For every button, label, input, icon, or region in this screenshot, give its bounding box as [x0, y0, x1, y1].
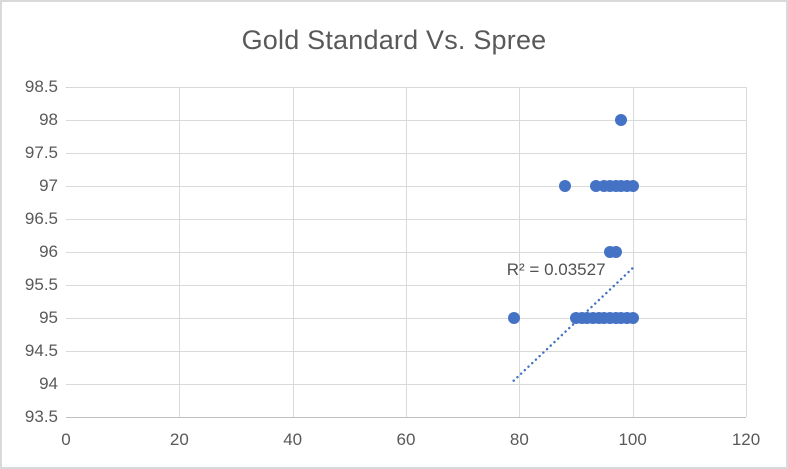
x-tick-label: 0: [61, 430, 71, 449]
data-point: [615, 114, 628, 126]
y-tick-label: 95.5: [24, 275, 58, 294]
data-point: [609, 246, 622, 258]
v-gridline: [632, 87, 634, 417]
plot-area: R² = 0.03527: [66, 87, 747, 418]
data-point: [626, 180, 639, 192]
r-squared-label: R² = 0.03527: [506, 259, 606, 279]
x-tick-label: 80: [509, 430, 529, 449]
y-tick-label: 94.5: [24, 341, 58, 360]
y-tick-label: 98.5: [24, 77, 58, 96]
data-point: [626, 312, 639, 324]
y-tick-label: 93.5: [24, 407, 58, 426]
v-gridline: [66, 87, 67, 88]
y-tick-label: 96.5: [24, 209, 58, 228]
x-tick-label: 120: [731, 430, 761, 449]
y-tick-label: 96: [39, 242, 58, 261]
y-tick-label: 95: [39, 308, 58, 327]
x-tick-label: 20: [169, 430, 189, 449]
y-tick-label: 97.5: [24, 143, 58, 162]
x-tick-label: 60: [396, 430, 416, 449]
chart-title: Gold Standard Vs. Spree: [241, 25, 547, 55]
y-tick-label: 94: [39, 374, 58, 393]
y-tick-label: 98: [39, 110, 58, 129]
v-gridline: [406, 87, 407, 417]
data-point: [507, 312, 520, 324]
x-tick-label: 40: [283, 430, 303, 449]
trendline: [512, 265, 636, 382]
y-tick-label: 97: [39, 176, 58, 195]
v-gridline: [519, 87, 521, 417]
x-tick-label: 100: [618, 430, 647, 449]
trendline-path: [512, 265, 636, 382]
v-gridline: [292, 87, 294, 417]
v-gridline: [746, 87, 747, 417]
v-gridline: [179, 87, 181, 417]
h-gridline: [66, 417, 746, 418]
data-point: [558, 180, 571, 192]
